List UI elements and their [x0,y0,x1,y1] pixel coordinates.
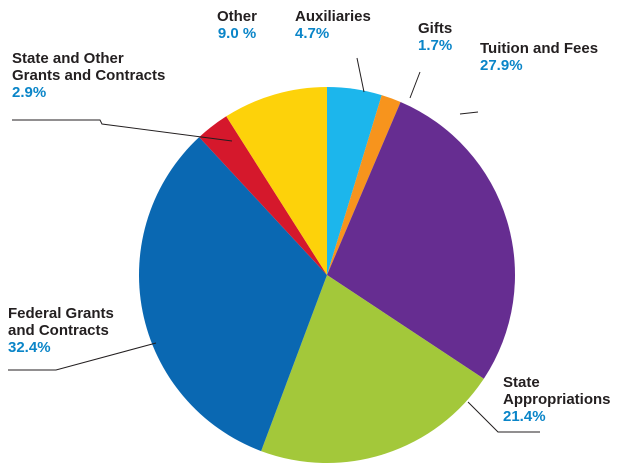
leader-line [8,342,157,371]
category-name: Auxiliaries [295,8,371,25]
slice-label: Other 9.0 % [200,8,274,42]
value-label: 1.7% [418,37,453,54]
value-label: 2.9% [12,84,47,101]
pie-slice [327,101,515,379]
value-label: 4.7% [295,25,330,42]
pie-slice [327,95,401,275]
leader-line [459,111,479,115]
slice-label: Gifts 1.7% [418,20,452,54]
pie-slice [199,116,327,275]
leader-line [356,57,365,93]
pie-slice [327,87,382,275]
value-label: 32.4% [8,339,51,356]
slice-label: State and Other Grants and Contracts 2.9% [12,50,165,101]
slice-label: State Appropriations 21.4% [503,374,611,425]
category-name: Federal Grants and Contracts [8,305,114,339]
value-label: 9.0 % [217,25,257,42]
category-name: State and Other Grants and Contracts [12,50,166,84]
category-name: Tuition and Fees [480,40,599,57]
category-name: Gifts [418,20,453,37]
category-name: Other [216,8,257,25]
category-name: State Appropriations [503,374,611,408]
leader-line [467,401,540,433]
slice-label: Auxiliaries 4.7% [295,8,371,42]
leader-line [12,119,233,142]
leader-line [409,71,421,99]
value-label: 21.4% [503,408,546,425]
pie-slice [139,137,327,452]
pie-slice [261,275,484,463]
slice-label: Tuition and Fees 27.9% [480,40,598,74]
value-label: 27.9% [480,57,523,74]
pie-slice [226,87,327,275]
slice-label: Federal Grants and Contracts 32.4% [8,305,114,356]
